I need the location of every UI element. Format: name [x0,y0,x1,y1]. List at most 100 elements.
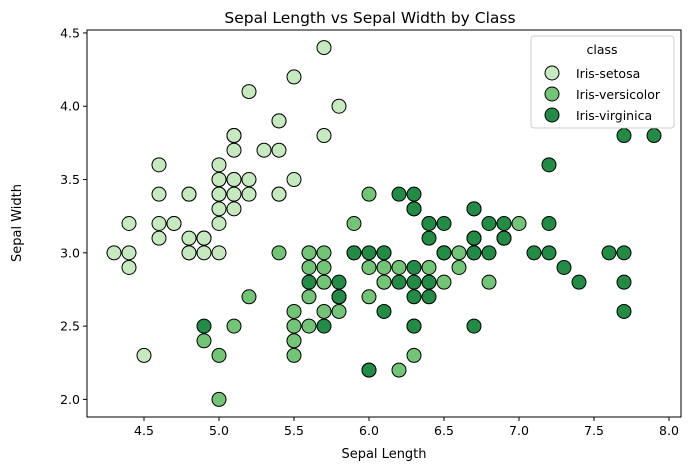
data-point [211,186,227,202]
data-point [361,289,377,305]
data-point [181,230,197,246]
data-point [391,186,407,202]
data-point [406,318,422,334]
legend-items: Iris-setosa Iris-versicolor Iris-virginica [544,65,661,123]
legend-title: class [586,42,617,57]
data-point [271,142,287,158]
data-point [616,274,632,290]
legend-marker [544,86,560,102]
data-point [646,128,662,144]
data-point [196,245,212,261]
data-point [331,289,347,305]
data-point [301,259,317,275]
y-axis: 2.0 2.5 3.0 3.5 4.0 4.5 [60,25,87,407]
legend-box [530,35,675,129]
data-point [196,318,212,334]
data-point [361,245,377,261]
points-layer [106,40,662,407]
data-point [106,245,122,261]
data-point [361,362,377,378]
data-point [151,216,167,231]
data-point [151,186,167,202]
data-point [316,274,332,290]
y-tick-label: 3.5 [60,172,80,187]
data-point [436,216,452,231]
data-point [361,186,377,202]
data-point [466,245,482,261]
data-point [226,318,242,334]
data-point [376,259,392,275]
data-point [271,186,287,202]
data-point [271,245,287,261]
chart-title: Sepal Length vs Sepal Width by Class [224,9,515,27]
data-point [286,303,302,319]
y-tick-label: 2.0 [60,392,80,407]
data-point [286,172,302,188]
data-point [436,245,452,261]
data-point [331,303,347,319]
data-point [286,347,302,363]
data-point [541,245,557,261]
data-point [451,259,467,275]
data-point [316,259,332,275]
data-point [331,98,347,114]
data-point [196,333,212,349]
data-point [406,186,422,202]
legend: class Iris-setosa Iris-versicolor Iris-vir… [530,35,675,129]
series-iris-virginica [196,128,662,378]
data-point [496,216,512,231]
data-point [616,245,632,261]
data-point [391,259,407,275]
data-point [466,230,482,246]
x-axis: 4.5 5.0 5.5 6.0 6.5 7.0 7.5 8.0 [134,417,679,438]
data-point [241,289,257,305]
data-point [301,289,317,305]
data-point [226,172,242,188]
data-point [286,333,302,349]
x-tick-label: 7.5 [584,423,604,438]
data-point [541,216,557,231]
data-point [391,362,407,378]
legend-label: Iris-setosa [576,66,640,81]
data-point [421,216,437,231]
data-point [466,318,482,334]
series-iris-versicolor [196,186,527,407]
data-point [346,216,362,231]
data-point [211,245,227,261]
x-tick-label: 6.0 [359,423,379,438]
data-point [361,259,377,275]
y-tick-label: 4.0 [60,99,80,114]
data-point [391,274,407,290]
y-tick-label: 3.0 [60,245,80,260]
data-point [421,274,437,290]
data-point [181,245,197,261]
data-point [406,347,422,363]
x-tick-label: 6.5 [434,423,454,438]
data-point [406,259,422,275]
data-point [316,318,332,334]
data-point [481,245,497,261]
data-point [226,186,242,202]
data-point [316,128,332,144]
data-point [271,113,287,129]
x-tick-label: 7.0 [509,423,529,438]
data-point [136,347,152,363]
data-point [121,216,137,231]
data-point [181,186,197,202]
x-tick-label: 5.5 [284,423,304,438]
data-point [406,289,422,305]
data-point [421,259,437,275]
data-point [226,142,242,158]
data-point [121,245,137,261]
data-point [376,245,392,261]
x-tick-label: 5.0 [209,423,229,438]
data-point [151,230,167,246]
data-point [451,245,467,261]
data-point [436,274,452,290]
data-point [616,128,632,144]
data-point [196,230,212,246]
data-point [316,40,332,56]
y-tick-label: 4.5 [60,25,80,40]
plot-frame [86,29,682,418]
